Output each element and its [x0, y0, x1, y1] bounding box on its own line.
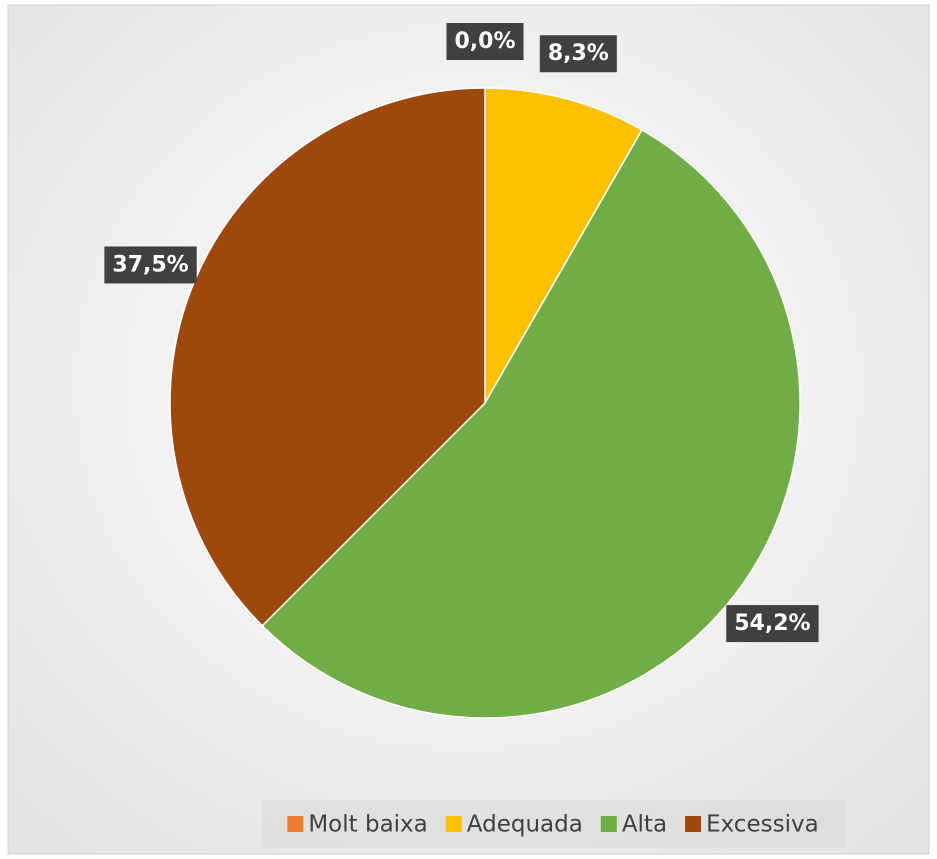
data-label-box: [539, 35, 617, 73]
data-label-box: [726, 605, 819, 643]
legend-label: Excessiva: [706, 812, 819, 838]
legend-swatch: [287, 816, 304, 832]
data-label: 8,3%: [539, 35, 617, 73]
data-label-text: 8,3%: [548, 41, 609, 66]
data-label-text: 37,5%: [112, 252, 188, 277]
pie-slice: [261, 128, 801, 719]
legend-swatch: [600, 816, 617, 832]
data-label-text: 54,2%: [734, 611, 810, 636]
data-label-box: [446, 23, 524, 60]
legend-swatch: [685, 816, 702, 832]
legend: Molt baixa Adequada Alta Excessiva: [287, 812, 819, 838]
legend-label: Alta: [622, 812, 667, 838]
legend-item: Adequada: [445, 812, 583, 838]
pie-slice: [484, 87, 643, 406]
pie: [169, 87, 801, 719]
data-label: 54,2%: [726, 605, 819, 643]
data-label: 37,5%: [104, 246, 197, 284]
data-labels: 0,0% 8,3% 54,2% 37,5%: [104, 23, 819, 643]
legend-item: Alta: [600, 812, 667, 838]
legend-item: Excessiva: [685, 812, 819, 838]
legend-label: Molt baixa: [308, 812, 427, 838]
data-label-text: 0,0%: [454, 29, 515, 54]
data-label-box: [104, 246, 197, 284]
data-label: 0,0%: [446, 23, 524, 60]
legend-box: [262, 800, 845, 848]
legend-item: Molt baixa: [287, 812, 428, 838]
legend-swatch: [445, 816, 462, 832]
legend-label: Adequada: [467, 812, 583, 838]
